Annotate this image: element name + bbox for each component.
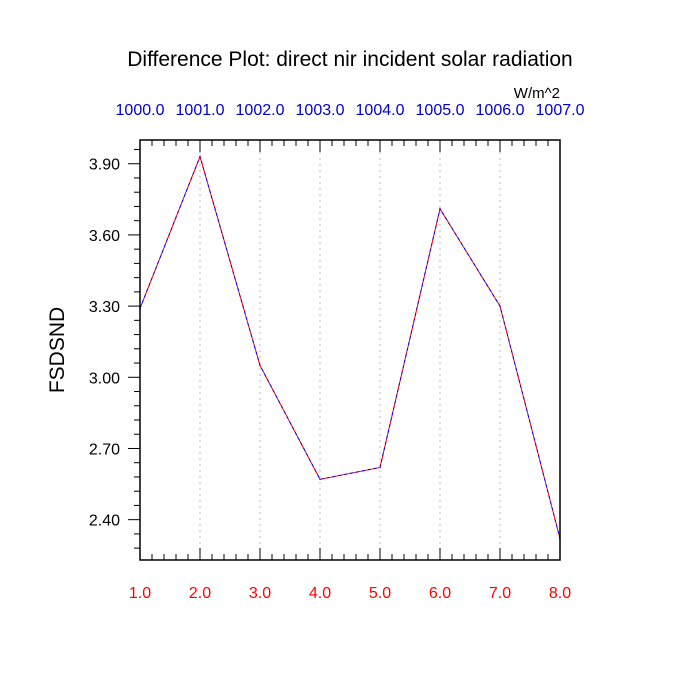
y-tick-label: 3.30 xyxy=(89,299,120,316)
data-point xyxy=(259,364,261,367)
x-tick-label-bottom: 1.0 xyxy=(129,585,151,602)
y-tick-label: 3.90 xyxy=(89,157,120,174)
y-tick-label: 3.60 xyxy=(89,228,120,245)
x-tick-label-bottom: 7.0 xyxy=(489,585,511,602)
x-tick-label-bottom: 6.0 xyxy=(429,585,451,602)
series-line-dashed xyxy=(139,155,561,539)
x-tick-label-bottom: 3.0 xyxy=(249,585,271,602)
x-tick-label-top: 1000.0 xyxy=(116,102,165,119)
x-tick-label-bottom: 8.0 xyxy=(549,585,571,602)
x-tick-label-top: 1002.0 xyxy=(236,102,285,119)
x-tick-label-top: 1005.0 xyxy=(416,102,465,119)
y-tick-label: 2.70 xyxy=(89,441,120,458)
y-tick-label: 3.00 xyxy=(89,370,120,387)
x-tick-label-top: 1003.0 xyxy=(296,102,345,119)
data-point xyxy=(319,478,321,481)
x-tick-label-top: 1006.0 xyxy=(476,102,525,119)
plot-frame xyxy=(139,139,561,561)
data-point xyxy=(499,305,501,307)
chart-title: Difference Plot: direct nir incident sol… xyxy=(127,48,573,71)
y-axis-label: FSDSND xyxy=(46,307,69,393)
x-tick-label-top: 1001.0 xyxy=(176,102,225,119)
x-tick-label-bottom: 5.0 xyxy=(369,585,391,602)
axis-ticks xyxy=(128,140,561,560)
tick-labels: 1.0 1000.0 2.0 1001.0 3.0 1002.0 4.0 1003.0 5.0 1… xyxy=(89,102,585,602)
data-point xyxy=(199,155,201,158)
grid-lines xyxy=(199,140,501,560)
x-tick-label-top: 1007.0 xyxy=(536,102,585,119)
x-tick-label-bottom: 4.0 xyxy=(309,585,331,602)
series-line-base xyxy=(139,155,561,539)
x-tick-label-bottom: 2.0 xyxy=(189,585,211,602)
data-point xyxy=(379,466,381,469)
units-label: W/m^2 xyxy=(514,85,560,102)
data-point xyxy=(439,208,441,210)
data-lines xyxy=(139,155,561,540)
x-tick-label-top: 1004.0 xyxy=(356,102,405,119)
y-tick-label: 2.40 xyxy=(89,513,120,530)
